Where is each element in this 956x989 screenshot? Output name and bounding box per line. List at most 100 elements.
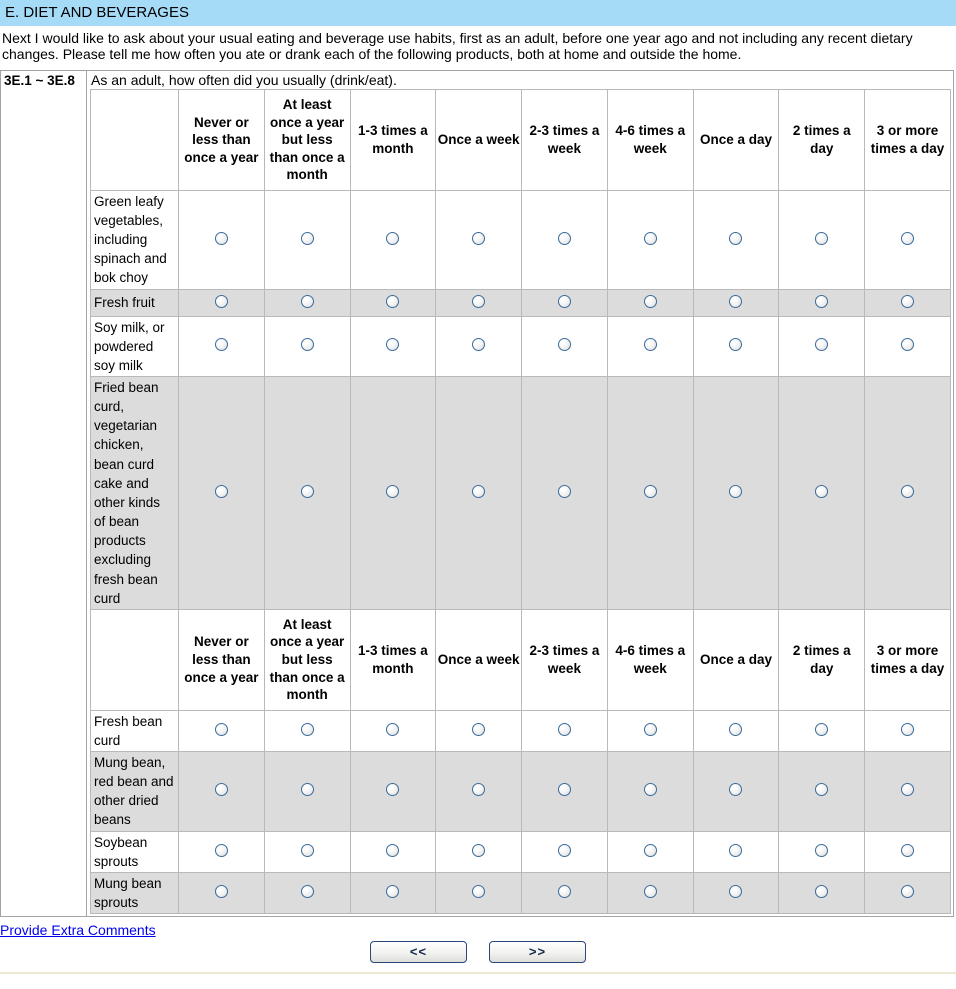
column-header: 2-3 times a week (521, 608, 608, 711)
radio-button[interactable] (386, 338, 400, 352)
radio-button[interactable] (386, 294, 400, 308)
radio-cell (864, 750, 951, 832)
radio-button[interactable] (300, 843, 314, 857)
radio-button[interactable] (901, 783, 915, 797)
radio-cell (778, 830, 866, 873)
radio-button[interactable] (729, 294, 743, 308)
radio-button[interactable] (300, 722, 314, 736)
radio-button[interactable] (901, 843, 915, 857)
radio-button[interactable] (472, 294, 486, 308)
radio-button[interactable] (472, 338, 486, 352)
radio-button[interactable] (729, 338, 743, 352)
radio-button[interactable] (472, 722, 486, 736)
radio-cell (864, 871, 951, 915)
radio-button[interactable] (214, 338, 228, 352)
radio-button[interactable] (386, 783, 400, 797)
radio-button[interactable] (901, 231, 915, 245)
radio-button[interactable] (729, 843, 743, 857)
table-row: Mung bean sprouts (90, 871, 951, 915)
radio-button[interactable] (643, 294, 657, 308)
radio-cell (606, 750, 694, 832)
radio-button[interactable] (729, 783, 743, 797)
radio-button[interactable] (729, 722, 743, 736)
radio-button[interactable] (557, 722, 571, 736)
radio-button[interactable] (901, 294, 915, 308)
radio-button[interactable] (386, 722, 400, 736)
radio-button[interactable] (729, 885, 743, 898)
radio-cell (692, 871, 780, 915)
radio-cell (263, 750, 351, 832)
radio-button[interactable] (901, 484, 915, 498)
radio-button[interactable] (901, 885, 915, 898)
radio-button[interactable] (729, 484, 743, 498)
radio-cell (778, 750, 866, 832)
radio-button[interactable] (214, 294, 228, 308)
row-label: Mung bean sprouts (90, 871, 179, 915)
radio-button[interactable] (300, 294, 314, 308)
radio-button[interactable] (386, 843, 400, 857)
radio-button[interactable] (386, 885, 400, 898)
radio-button[interactable] (815, 231, 829, 245)
radio-button[interactable] (472, 231, 486, 245)
radio-button[interactable] (214, 783, 228, 797)
radio-button[interactable] (815, 783, 829, 797)
radio-button[interactable] (300, 783, 314, 797)
radio-button[interactable] (557, 231, 571, 245)
row-label: Mung bean, red bean and other dried bean… (90, 750, 179, 832)
radio-button[interactable] (214, 231, 228, 245)
radio-button[interactable] (557, 843, 571, 857)
radio-button[interactable] (300, 885, 314, 898)
radio-button[interactable] (643, 885, 657, 898)
table-row: Fresh fruit (90, 288, 951, 317)
radio-cell (521, 288, 608, 317)
radio-button[interactable] (815, 484, 829, 498)
radio-button[interactable] (386, 231, 400, 245)
radio-button[interactable] (643, 722, 657, 736)
radio-button[interactable] (472, 885, 486, 898)
radio-button[interactable] (472, 783, 486, 797)
radio-button[interactable] (214, 484, 228, 498)
next-button[interactable]: >> (489, 941, 586, 964)
provide-extra-comments-link[interactable]: Provide Extra Comments (0, 922, 156, 939)
radio-button[interactable] (557, 338, 571, 352)
radio-button[interactable] (643, 783, 657, 797)
radio-button[interactable] (557, 294, 571, 308)
radio-cell (606, 315, 694, 377)
radio-cell (778, 288, 866, 317)
radio-button[interactable] (557, 783, 571, 797)
radio-button[interactable] (901, 338, 915, 352)
table-row: Mung bean, red bean and other dried bean… (90, 750, 951, 832)
radio-button[interactable] (300, 231, 314, 245)
radio-button[interactable] (214, 885, 228, 898)
radio-button[interactable] (729, 231, 743, 245)
radio-button[interactable] (643, 338, 657, 352)
previous-button[interactable]: << (370, 941, 467, 964)
radio-cell (606, 189, 694, 290)
radio-button[interactable] (386, 484, 400, 498)
radio-cell (778, 375, 866, 610)
radio-button[interactable] (472, 484, 486, 498)
radio-button[interactable] (557, 885, 571, 898)
radio-cell (435, 750, 523, 832)
radio-button[interactable] (901, 722, 915, 736)
radio-button[interactable] (815, 843, 829, 857)
radio-cell (778, 315, 866, 377)
radio-button[interactable] (815, 338, 829, 352)
radio-button[interactable] (643, 231, 657, 245)
radio-button[interactable] (300, 484, 314, 498)
radio-cell (692, 189, 780, 290)
radio-button[interactable] (472, 843, 486, 857)
radio-button[interactable] (643, 484, 657, 498)
radio-button[interactable] (214, 843, 228, 857)
radio-button[interactable] (300, 338, 314, 352)
radio-button[interactable] (643, 843, 657, 857)
table-row: Soybean sprouts (90, 830, 951, 873)
radio-cell (349, 830, 437, 873)
column-header: 1-3 times a month (349, 89, 437, 191)
radio-button[interactable] (815, 722, 829, 736)
radio-button[interactable] (557, 484, 571, 498)
radio-button[interactable] (214, 722, 228, 736)
radio-cell (178, 750, 265, 832)
radio-button[interactable] (815, 885, 829, 898)
radio-button[interactable] (815, 294, 829, 308)
